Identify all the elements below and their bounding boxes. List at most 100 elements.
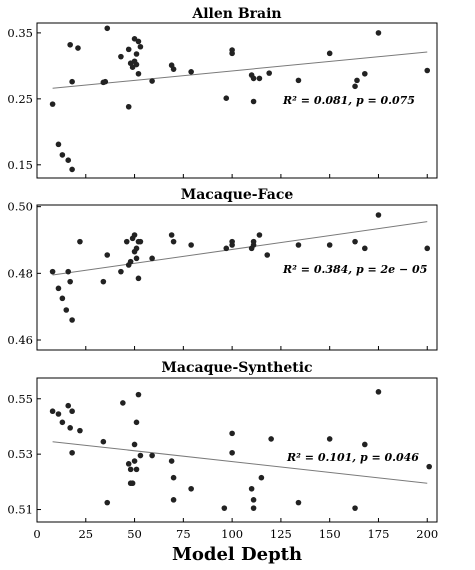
panel-title: Allen Brain [191, 6, 281, 22]
data-point [133, 419, 140, 426]
data-point [362, 245, 368, 252]
data-point [168, 458, 175, 464]
x-tick-label: 75 [176, 527, 191, 541]
y-tick-label: 0.46 [7, 333, 33, 347]
data-point [131, 458, 138, 464]
x-tick-label: 25 [78, 527, 93, 541]
data-point [326, 242, 333, 248]
data-point [67, 41, 73, 48]
data-point [65, 268, 72, 275]
data-point [250, 497, 257, 503]
data-point [170, 474, 177, 481]
data-point [375, 212, 382, 218]
plot-frame [36, 22, 438, 179]
data-point [49, 408, 56, 415]
y-axis: 0.51 0.53 0.55 [7, 392, 41, 517]
y-tick-label: 0.50 [7, 200, 33, 214]
data-point [137, 238, 144, 245]
data-point [102, 78, 109, 85]
x-axis: 0 25 50 75 100 125 150 175 200 [33, 518, 438, 541]
data-point [221, 505, 228, 511]
data-point [131, 441, 138, 448]
data-point [362, 70, 368, 77]
data-point [250, 238, 257, 245]
data-point [326, 50, 333, 57]
data-point [69, 166, 75, 173]
data-point [264, 252, 271, 258]
y-axis: 0.46 0.48 0.50 [7, 200, 41, 347]
panel-title: Macaque-Face [181, 187, 294, 203]
plot-frame [36, 204, 438, 351]
data-point [104, 252, 111, 258]
data-point [248, 485, 255, 492]
data-point [295, 499, 302, 506]
data-point [223, 245, 230, 252]
data-point [49, 101, 56, 107]
data-point [426, 463, 432, 470]
x-tick-label: 150 [319, 527, 341, 541]
data-point [127, 258, 134, 265]
data-point [131, 232, 138, 238]
regression-line [52, 221, 428, 276]
data-point [104, 499, 111, 506]
data-point [223, 95, 230, 101]
data-point [75, 45, 81, 51]
data-point [135, 38, 142, 45]
data-point [55, 411, 62, 417]
data-points [49, 25, 431, 173]
data-point [170, 497, 177, 503]
data-point [77, 238, 83, 245]
data-point [229, 238, 235, 245]
y-tick-label: 0.35 [7, 26, 33, 40]
data-point [65, 402, 72, 409]
data-point [352, 238, 358, 245]
data-point [125, 46, 132, 53]
data-point [133, 255, 140, 262]
data-point [229, 449, 235, 456]
stats-annotation: R² = 0.081, p = 0.075 [282, 94, 415, 107]
data-point [137, 452, 144, 459]
data-point [188, 242, 194, 248]
y-tick-label: 0.53 [7, 447, 33, 461]
data-point [149, 78, 155, 84]
data-point [59, 152, 66, 158]
data-point [133, 466, 140, 473]
x-tick-label: 125 [270, 527, 292, 541]
regression-line [52, 441, 428, 484]
data-point [170, 66, 177, 72]
x-axis [36, 174, 428, 178]
data-point [67, 278, 73, 285]
data-point [49, 268, 56, 275]
data-point [55, 285, 62, 292]
stats-annotation: R² = 0.384, p = 2e − 05 [282, 263, 427, 276]
data-point [59, 295, 66, 302]
x-tick-label: 0 [33, 527, 40, 541]
data-point [133, 61, 140, 68]
data-point [354, 77, 360, 84]
data-point [256, 232, 263, 238]
data-point [133, 245, 140, 252]
x-axis [36, 346, 428, 350]
data-point [100, 278, 107, 285]
y-tick-label: 0.48 [7, 266, 33, 280]
panel-allen-brain: Allen Brain 0.15 0.25 0.35 R² = 0.081, p =… [7, 6, 438, 179]
data-point [137, 43, 144, 50]
data-point [135, 70, 142, 77]
data-point [63, 307, 70, 313]
data-point [125, 461, 132, 467]
data-point [258, 474, 265, 481]
data-points [49, 212, 431, 323]
y-tick-label: 0.51 [7, 503, 33, 517]
data-point [77, 427, 83, 434]
data-point [123, 238, 130, 245]
data-point [135, 391, 142, 398]
data-point [129, 480, 136, 487]
data-point [100, 438, 107, 445]
y-tick-label: 0.25 [7, 92, 33, 106]
data-point [352, 505, 358, 511]
data-point [133, 51, 140, 57]
regression-line [52, 51, 428, 89]
data-point [424, 245, 431, 252]
stats-annotation: R² = 0.101, p = 0.046 [286, 451, 419, 464]
data-point [375, 30, 382, 36]
